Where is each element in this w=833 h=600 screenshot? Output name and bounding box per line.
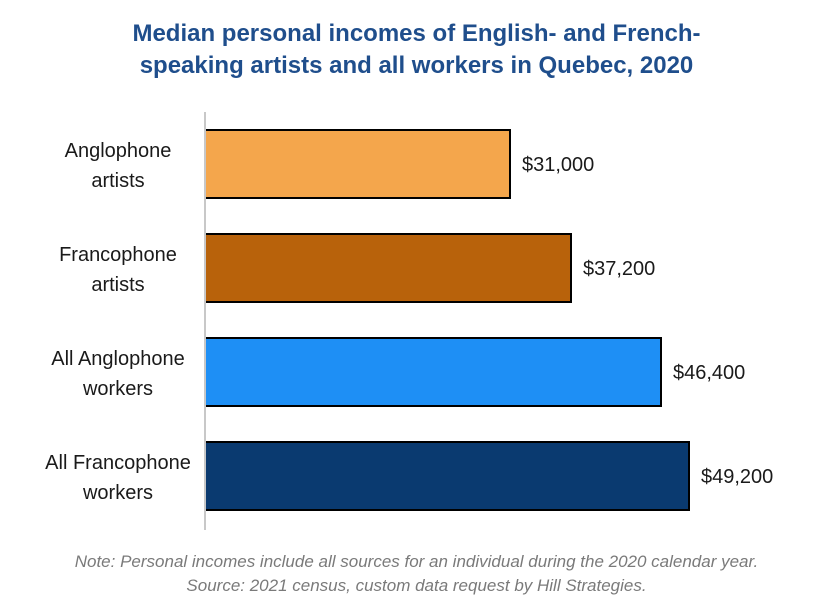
bar-1 — [204, 233, 572, 303]
data-label-3: $49,200 — [701, 466, 773, 488]
chart-title-line-1: Median personal incomes of English- and … — [132, 20, 701, 47]
category-label-0: Anglophone artists — [65, 140, 172, 192]
footnote-source-line: Source: 2021 census, custom data request… — [186, 576, 647, 595]
chart-title-line-2: speaking artists and all workers in Queb… — [139, 52, 694, 79]
data-label-2: $46,400 — [673, 362, 745, 384]
chart-title: Median personal incomes of English- and … — [0, 18, 833, 82]
footnote-note-line: Note: Personal incomes include all sourc… — [74, 552, 759, 571]
chart-footnote: Note: Personal incomes include all sourc… — [0, 550, 833, 598]
category-label-1: Francophone artists — [59, 244, 177, 296]
data-label-1: $37,200 — [583, 258, 655, 280]
bar-3 — [204, 441, 690, 511]
bar-2 — [204, 337, 662, 407]
category-label-3: All Francophone workers — [45, 452, 191, 504]
data-label-0: $31,000 — [522, 154, 594, 176]
bar-0 — [204, 129, 511, 199]
category-label-2: All Anglophone workers — [51, 348, 184, 400]
